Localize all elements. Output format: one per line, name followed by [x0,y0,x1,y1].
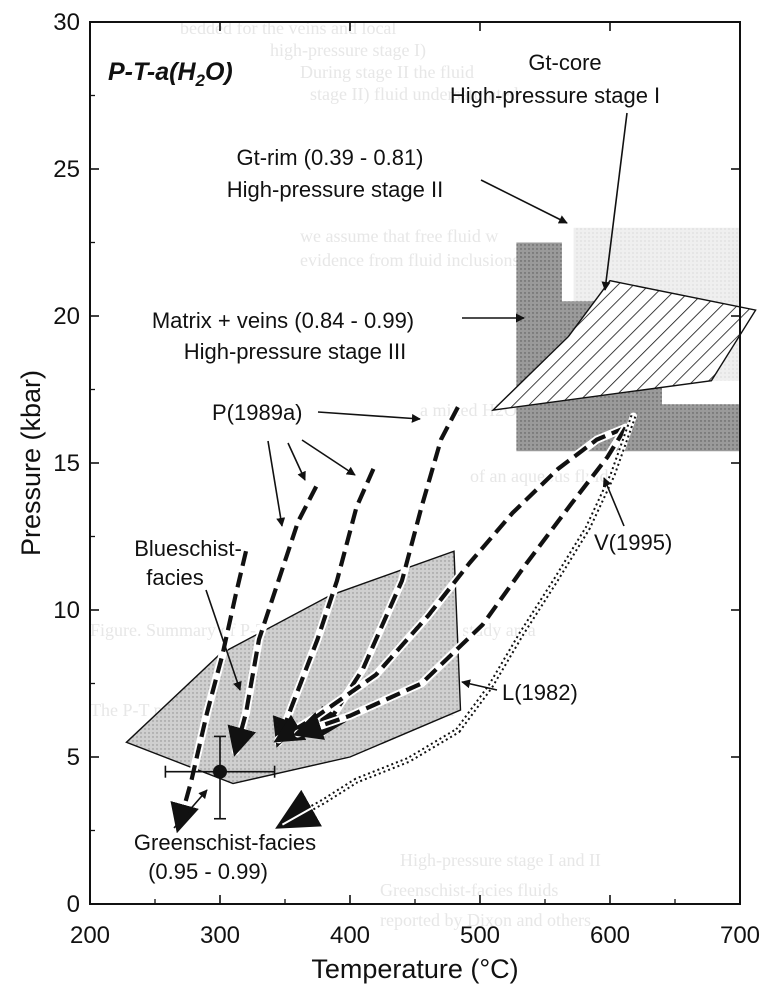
greenschist-arrow [173,789,208,829]
path-p-1989a-3 [170,550,249,834]
chart-title: P-T-a(H2O) [108,58,233,90]
x-axis-title: Temperature (°C) [311,954,518,984]
points-layer [164,735,276,820]
fields-layer [125,227,757,785]
greenschist-range-label: (0.95 - 0.99) [148,859,268,884]
ticks-layer: 200 300 400 500 600 700 0 5 10 15 20 25 30 [53,9,760,949]
gt-rim-stage-label: High-pressure stage II [227,177,443,202]
matrix-veins-label: Matrix + veins (0.84 - 0.99) [152,308,414,333]
l1982-arrow [461,679,498,691]
leader-arrows [173,112,628,829]
gt-core-label: Gt-core [528,50,601,75]
l1982-label: L(1982) [502,680,578,705]
path-core-l-1982-6 [281,415,635,826]
y-axis-title: Pressure (kbar) [16,370,46,556]
x-tick-label-400: 400 [330,922,370,949]
v1995-label: V(1995) [594,530,672,555]
path-p-1989a-1 [272,468,376,748]
x-tick-label-700: 700 [720,922,760,949]
greenschist-facies-point [213,764,227,779]
path-v-1995-4 [273,425,627,743]
v1995-arrow [602,477,625,527]
matrix-upper-field [516,242,562,308]
y-tick-label-0: 0 [67,891,80,918]
p1989-arrow-1 [317,411,421,423]
x-tick-label-500: 500 [460,922,500,949]
blueschist-arrow [205,589,242,691]
gt-core-stage-label: High-pressure stage I [450,83,660,108]
y-tick-label-10: 10 [53,597,80,624]
y-tick-label-30: 30 [53,9,80,36]
gt-rim-arrow [480,179,568,224]
blueschist-label-2: facies [146,565,203,590]
paths-layer [170,403,637,834]
p1989-arrow-3 [287,442,306,481]
x-tick-label-200: 200 [70,922,110,949]
y-tick-label-25: 25 [53,156,80,183]
path-p-1989a-2 [227,485,319,757]
y-tick-label-20: 20 [53,303,80,330]
greenschist-label: Greenschist-facies [134,830,316,855]
y-tick-label-5: 5 [67,744,80,771]
gt-core-arrow [601,112,628,291]
x-tick-label-600: 600 [590,922,630,949]
gt-rim-label: Gt-rim (0.39 - 0.81) [236,145,423,170]
x-tick-label-300: 300 [200,922,240,949]
blueschist-label-1: Blueschist- [134,536,242,561]
matrix-stage-label: High-pressure stage III [184,339,407,364]
path-v-1995-5 [292,426,628,740]
p1989-label: P(1989a) [212,400,303,425]
p1989-arrow-2 [301,439,356,476]
blueschist-field [125,550,462,785]
p1989-arrow-4 [267,440,286,527]
path-p-1989a-0 [318,406,460,739]
y-tick-label-15: 15 [53,450,80,477]
